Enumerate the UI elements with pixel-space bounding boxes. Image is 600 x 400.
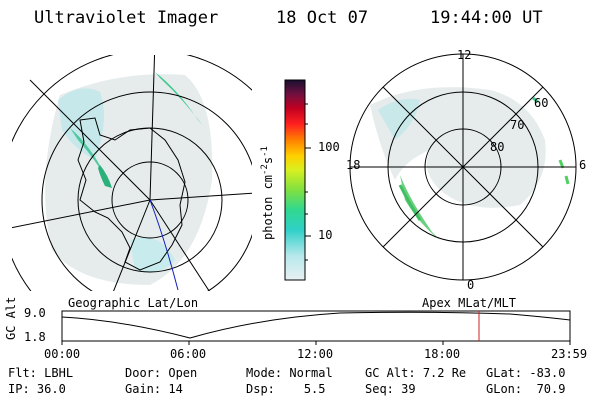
colorbar-tick-100: 100	[318, 140, 340, 154]
altitude-xtick-0600: 06:00	[170, 347, 206, 361]
altitude-xtick-2359: 23:59	[551, 347, 587, 361]
param-seq: Seq: 39	[365, 382, 416, 396]
param-dsp: Dsp: 5.5	[246, 382, 326, 396]
mlt-label-6: 6	[579, 158, 586, 172]
param-glat: GLat: -83.0	[486, 366, 565, 380]
right-apex-map	[350, 54, 576, 280]
lat-label-60: 60	[534, 96, 548, 110]
param-door: Door: Open	[125, 366, 197, 380]
param-gain: Gain: 14	[125, 382, 183, 396]
altitude-ytick-high: 9.0	[24, 306, 46, 320]
lat-label-70: 70	[510, 118, 524, 132]
mlt-label-18: 18	[346, 158, 360, 172]
altitude-xtick-0000: 00:00	[44, 347, 80, 361]
mlt-label-12: 12	[457, 48, 471, 62]
altitude-xtick-1200: 12:00	[297, 347, 333, 361]
colorbar	[285, 80, 305, 280]
param-gcalt: GC Alt: 7.2 Re	[365, 366, 466, 380]
colorbar-tick-10: 10	[318, 228, 332, 242]
altitude-xtick-1800: 18:00	[424, 347, 460, 361]
param-ip: IP: 36.0	[8, 382, 66, 396]
altitude-ylabel: GC Alt	[4, 297, 18, 340]
left-map-caption: Geographic Lat/Lon	[68, 296, 198, 310]
param-mode: Mode: Normal	[246, 366, 333, 380]
colorbar-unit-label: photon cm-2s-1	[260, 146, 275, 240]
param-glon: GLon: 70.9	[486, 382, 565, 396]
lat-label-80: 80	[490, 140, 504, 154]
altitude-curve	[62, 312, 570, 338]
param-flt: Flt: LBHL	[8, 366, 73, 380]
mlt-label-0: 0	[467, 278, 474, 292]
altitude-ytick-low: 1.8	[24, 330, 46, 344]
right-map-caption: Apex MLat/MLT	[422, 296, 516, 310]
